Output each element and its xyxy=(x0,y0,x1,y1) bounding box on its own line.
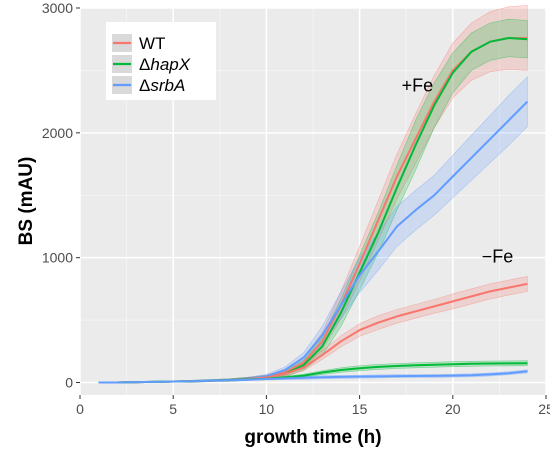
legend: WT ΔhapX ΔsrbA xyxy=(106,22,216,100)
legend-label: ΔsrbA xyxy=(139,76,185,95)
x-tick-label: 10 xyxy=(259,401,275,417)
y-tick-label: 3000 xyxy=(42,0,73,16)
x-tick-label: 25 xyxy=(538,401,550,417)
legend-label: ΔhapX xyxy=(139,55,191,74)
legend-item-delta-srba: ΔsrbA xyxy=(112,76,185,95)
x-axis-title: growth time (h) xyxy=(244,427,381,448)
x-tick-label: 20 xyxy=(445,401,461,417)
y-axis-title: BS (mAU) xyxy=(16,157,37,246)
legend-item-wt: WT xyxy=(112,34,165,53)
line-delta-srba-minus-fe xyxy=(98,370,528,384)
y-tick-label: 0 xyxy=(65,375,73,391)
x-tick-label: 0 xyxy=(76,401,84,417)
series-lines xyxy=(98,37,529,384)
annotations: +Fe −Fe xyxy=(402,76,514,267)
legend-label: WT xyxy=(139,34,165,53)
x-tick-label: 5 xyxy=(169,401,177,417)
x-axis-ticks: 0 5 10 15 20 25 xyxy=(76,395,550,417)
y-tick-label: 1000 xyxy=(42,250,73,266)
annotation-plus-fe: +Fe xyxy=(402,76,434,96)
y-axis-ticks: 0 1000 2000 3000 xyxy=(42,0,80,391)
x-tick-label: 15 xyxy=(352,401,368,417)
legend-item-delta-hapx: ΔhapX xyxy=(112,55,191,74)
y-tick-label: 2000 xyxy=(42,125,73,141)
annotation-minus-fe: −Fe xyxy=(482,247,514,267)
